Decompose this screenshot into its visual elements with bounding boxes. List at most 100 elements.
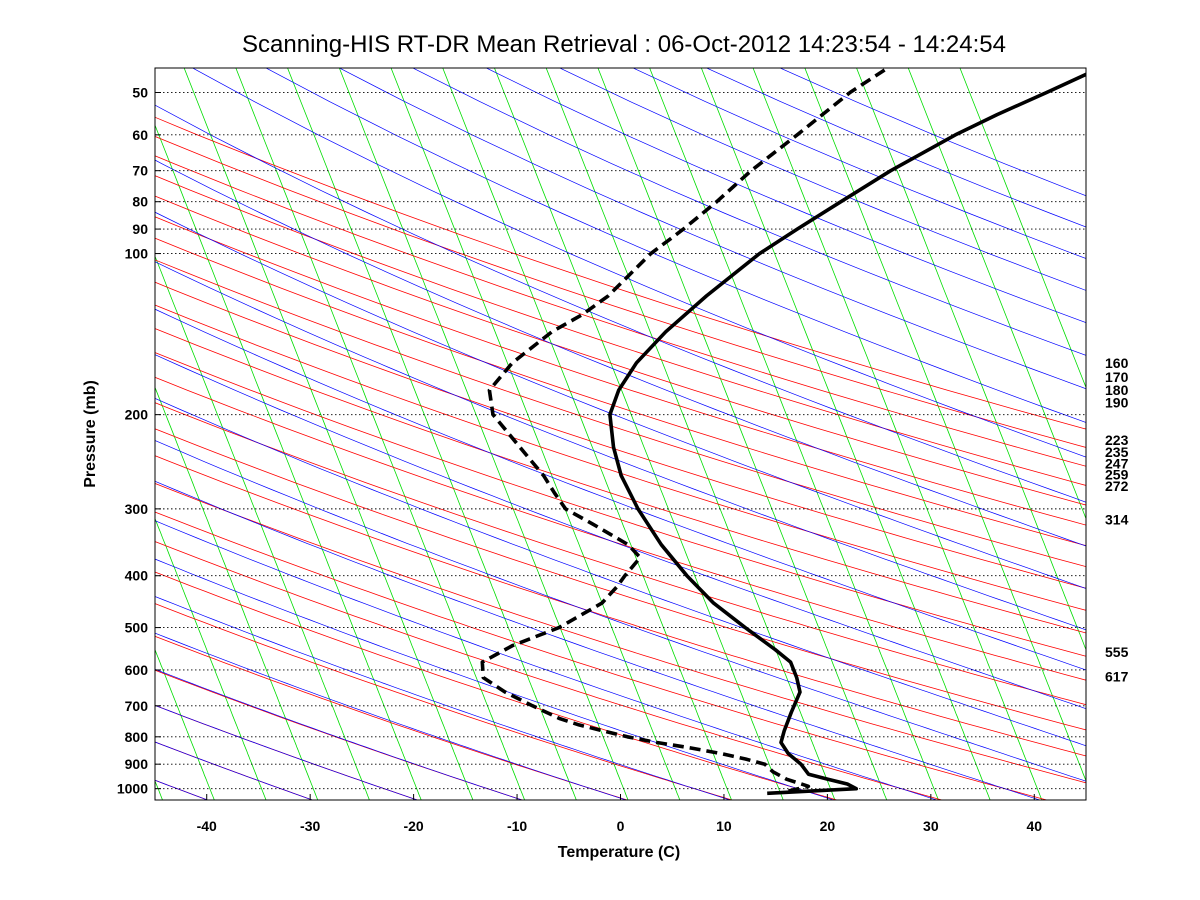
moist-adiabat-line bbox=[0, 63, 131, 811]
profiles bbox=[480, 68, 1086, 796]
dry-adiabat-line bbox=[155, 136, 1086, 448]
mixing-ratio-line bbox=[155, 255, 370, 800]
mixing-ratio-line bbox=[0, 63, 63, 811]
x-tick-label: -40 bbox=[197, 818, 217, 834]
y-tick-label: 200 bbox=[125, 407, 149, 423]
moist-adiabat-line bbox=[155, 558, 835, 800]
dry-adiabat-line bbox=[155, 635, 629, 800]
mixing-ratio-line bbox=[856, 68, 1086, 651]
moist-adiabat-line bbox=[155, 632, 628, 800]
dry-adiabat-line bbox=[155, 541, 944, 800]
dry-adiabat-line bbox=[155, 352, 1086, 657]
mixing-ratio-line bbox=[287, 68, 577, 800]
x-tick-label: 0 bbox=[617, 818, 625, 834]
dry-adiabat-line bbox=[155, 483, 1086, 784]
y-tick-label: 700 bbox=[125, 698, 149, 714]
moist-adiabat-line bbox=[155, 596, 732, 800]
y-tick-label: 60 bbox=[132, 127, 148, 143]
dry-adiabat-line bbox=[155, 155, 1086, 467]
y-tick-label: 800 bbox=[125, 729, 149, 745]
x-tick-label: -10 bbox=[507, 818, 527, 834]
right-level-label: 223 bbox=[1105, 432, 1129, 448]
x-tick-label: -20 bbox=[403, 818, 423, 834]
x-axis-label: Temperature (C) bbox=[558, 844, 680, 861]
x-tick-label: 30 bbox=[923, 818, 939, 834]
dry-adiabat-line bbox=[155, 603, 734, 800]
y-tick-label: 1000 bbox=[117, 781, 148, 797]
right-level-label: 190 bbox=[1105, 395, 1129, 411]
x-tick-label: 20 bbox=[820, 818, 836, 834]
plot-area bbox=[155, 68, 1086, 800]
right-level-label: 160 bbox=[1105, 355, 1129, 371]
moist-adiabat-line bbox=[155, 480, 1041, 800]
dry-adiabat-line bbox=[155, 376, 1086, 681]
dry-adiabat-line bbox=[155, 259, 1086, 568]
right-level-label: 180 bbox=[1105, 382, 1129, 398]
dry-adiabat-line bbox=[155, 216, 1086, 526]
moist-adiabat-line bbox=[155, 308, 1086, 671]
x-axis-ticks: -40 -30 -20 -10 0 10 20 30 40 bbox=[197, 794, 1042, 834]
y-tick-label: 400 bbox=[125, 568, 149, 584]
moist-adiabat-line bbox=[155, 397, 1086, 747]
mixing-ratio-line bbox=[155, 517, 267, 800]
mixing-ratio-line bbox=[0, 63, 12, 811]
moist-adiabat-line bbox=[155, 741, 314, 800]
right-level-label: 314 bbox=[1105, 511, 1129, 527]
right-level-label: 259 bbox=[1105, 467, 1129, 483]
y-tick-label: 500 bbox=[125, 620, 149, 636]
mixing-ratio-line bbox=[155, 124, 422, 800]
y-tick-label: 70 bbox=[132, 163, 148, 179]
dry-adiabat-line bbox=[155, 175, 1086, 486]
y-axis-ticks: 50 60 70 80 90 100 200 300 400 500 600 700 800 900 100… bbox=[117, 84, 161, 797]
right-level-label: 555 bbox=[1105, 644, 1129, 660]
moist-adiabat-line bbox=[155, 440, 1086, 782]
moist-adiabat-line bbox=[155, 261, 1086, 631]
mixing-ratio-line bbox=[155, 648, 215, 800]
dry-adiabat-line bbox=[155, 328, 1086, 634]
mixing-ratio-line bbox=[804, 68, 1086, 782]
right-level-label: 617 bbox=[1105, 668, 1129, 684]
moist-adiabat-line bbox=[155, 159, 1086, 547]
dry-adiabat-line bbox=[155, 281, 1086, 589]
moist-adiabat-line bbox=[155, 668, 524, 800]
y-tick-label: 80 bbox=[132, 194, 148, 210]
mixing-ratio-line bbox=[338, 68, 629, 800]
moist-adiabat-line bbox=[155, 354, 1086, 710]
mixing-ratio-line bbox=[235, 68, 526, 800]
right-level-label: 235 bbox=[1105, 444, 1129, 460]
mixing-ratio-line bbox=[442, 68, 732, 800]
right-level-label: 170 bbox=[1105, 369, 1129, 385]
dewpoint-profile-line bbox=[480, 68, 889, 793]
x-tick-label: 10 bbox=[716, 818, 732, 834]
moist-adiabat-line bbox=[155, 104, 1086, 503]
moist-adiabat-line bbox=[155, 211, 1086, 589]
mixing-ratio-line bbox=[907, 68, 1086, 520]
y-tick-label: 300 bbox=[125, 501, 149, 517]
dry-adiabat-line bbox=[155, 402, 1086, 706]
x-tick-label: -30 bbox=[300, 818, 320, 834]
mixing-ratio-line bbox=[545, 68, 836, 800]
dry-adiabat-line bbox=[155, 511, 1049, 800]
dry-adiabat-line bbox=[155, 237, 1086, 547]
mixing-ratio-line bbox=[752, 68, 1043, 800]
mixing-ratio-line bbox=[649, 68, 939, 800]
y-tick-label: 50 bbox=[132, 84, 148, 100]
moist-adiabat-line bbox=[155, 520, 939, 800]
dry-adiabat-line bbox=[155, 455, 1086, 757]
mixing-ratio-line bbox=[183, 68, 474, 800]
y-tick-label: 900 bbox=[125, 756, 149, 772]
isobar-lines bbox=[155, 92, 1086, 790]
dry-adiabat-line bbox=[155, 571, 839, 800]
chart-title: Scanning-HIS RT-DR Mean Retrieval : 06-O… bbox=[242, 31, 1006, 58]
moist-adiabat-line bbox=[155, 705, 419, 800]
mixing-ratio-line bbox=[390, 68, 681, 800]
y-axis-label: Pressure (mb) bbox=[82, 380, 99, 488]
temperature-profile-line bbox=[608, 72, 1086, 796]
y-tick-label: 600 bbox=[125, 662, 149, 678]
moist-adiabat-line bbox=[191, 68, 1086, 458]
dry-adiabat-line bbox=[0, 63, 131, 811]
dry-adiabat-line bbox=[155, 195, 1086, 506]
y-tick-label: 90 bbox=[132, 221, 148, 237]
